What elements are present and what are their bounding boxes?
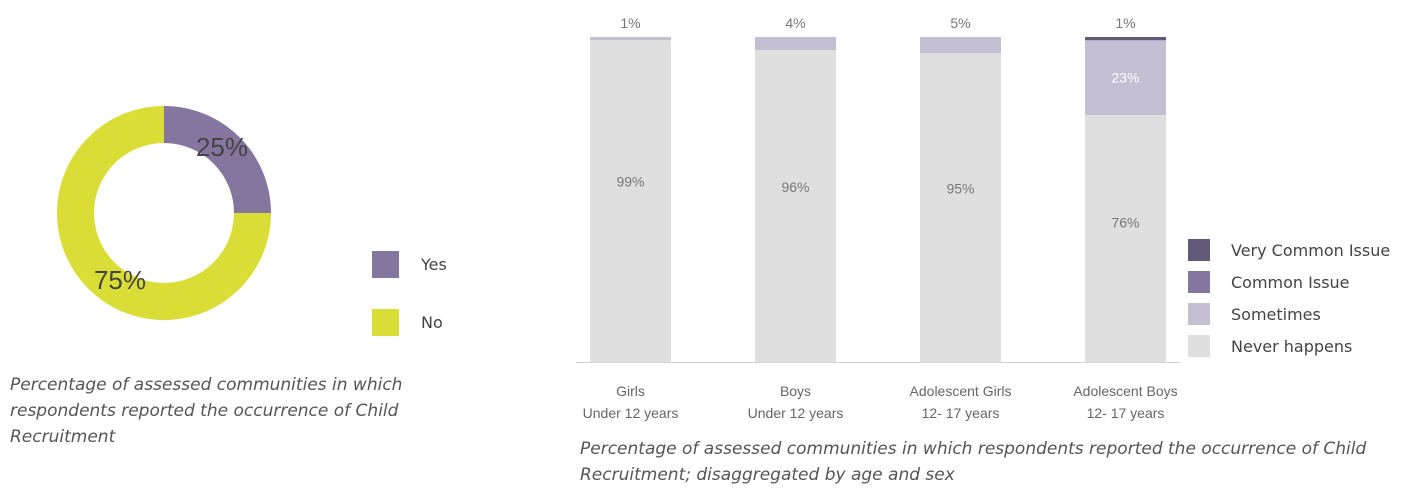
legend-swatch-yes bbox=[372, 251, 399, 278]
bar-chart-caption: Percentage of assessed communities in wh… bbox=[580, 439, 1367, 485]
bar-label-sometimes-3: 23% bbox=[1111, 70, 1139, 86]
donut-chart-caption: Percentage of assessed communities in wh… bbox=[10, 375, 403, 447]
legend-label-yes: Yes bbox=[420, 255, 447, 274]
legend-swatch-common-issue bbox=[1188, 271, 1210, 293]
bar-label-never-happens-2: 95% bbox=[946, 181, 974, 197]
bar-segment-sometimes-3 bbox=[1085, 40, 1166, 115]
bar-segment-never-happens-3 bbox=[1085, 115, 1166, 362]
donut-label-no: 75% bbox=[94, 265, 146, 295]
bar-segment-never-happens-2 bbox=[920, 53, 1001, 362]
category-label-0-line1: Girls bbox=[616, 383, 645, 399]
bar-segment-sometimes-2 bbox=[920, 37, 1001, 54]
bar-segment-sometimes-0 bbox=[590, 37, 671, 41]
legend-swatch-no bbox=[372, 309, 399, 336]
donut-slice-yes bbox=[164, 106, 271, 213]
bar-label-sometimes-2: 5% bbox=[950, 15, 970, 31]
bar-label-never-happens-1: 96% bbox=[781, 179, 809, 195]
bar-segment-never-happens-1 bbox=[755, 50, 836, 362]
legend-label-never-happens: Never happens bbox=[1231, 337, 1352, 356]
legend-label-very-common-issue: Very Common Issue bbox=[1231, 241, 1390, 260]
category-label-2-line1: Adolescent Girls bbox=[910, 383, 1012, 399]
legend-swatch-never-happens bbox=[1188, 335, 1210, 357]
category-label-2-line2: 12- 17 years bbox=[922, 405, 1000, 421]
donut-label-yes: 25% bbox=[196, 132, 248, 162]
category-label-3-line2: 12- 17 years bbox=[1087, 405, 1165, 421]
category-label-1-line1: Boys bbox=[780, 383, 811, 399]
bar-label-very-common-issue-3: 1% bbox=[1115, 15, 1135, 31]
bar-segment-sometimes-1 bbox=[755, 37, 836, 50]
stacked-bar-chart: 99% 1% Girls Under 12 years 96% 4% Boys Under 1… bbox=[576, 15, 1390, 421]
legend-label-no: No bbox=[421, 313, 443, 332]
donut-slice-no bbox=[57, 106, 271, 320]
legend-label-sometimes: Sometimes bbox=[1231, 305, 1321, 324]
legend-swatch-very-common-issue bbox=[1188, 239, 1210, 261]
bar-label-sometimes-1: 4% bbox=[785, 15, 805, 31]
bar-label-never-happens-0: 99% bbox=[616, 174, 644, 190]
legend-label-common-issue: Common Issue bbox=[1231, 273, 1350, 292]
legend-swatch-sometimes bbox=[1188, 303, 1210, 325]
bar-label-sometimes-0: 1% bbox=[620, 15, 640, 31]
bar-segment-very-common-issue-3 bbox=[1085, 37, 1166, 41]
bar-label-never-happens-3: 76% bbox=[1111, 214, 1139, 230]
category-label-0-line2: Under 12 years bbox=[583, 405, 679, 421]
category-label-3-line1: Adolescent Boys bbox=[1073, 383, 1177, 399]
bar-segment-never-happens-0 bbox=[590, 40, 671, 362]
donut-chart: 25% 75% Yes No bbox=[57, 106, 447, 336]
category-label-1-line2: Under 12 years bbox=[748, 405, 844, 421]
